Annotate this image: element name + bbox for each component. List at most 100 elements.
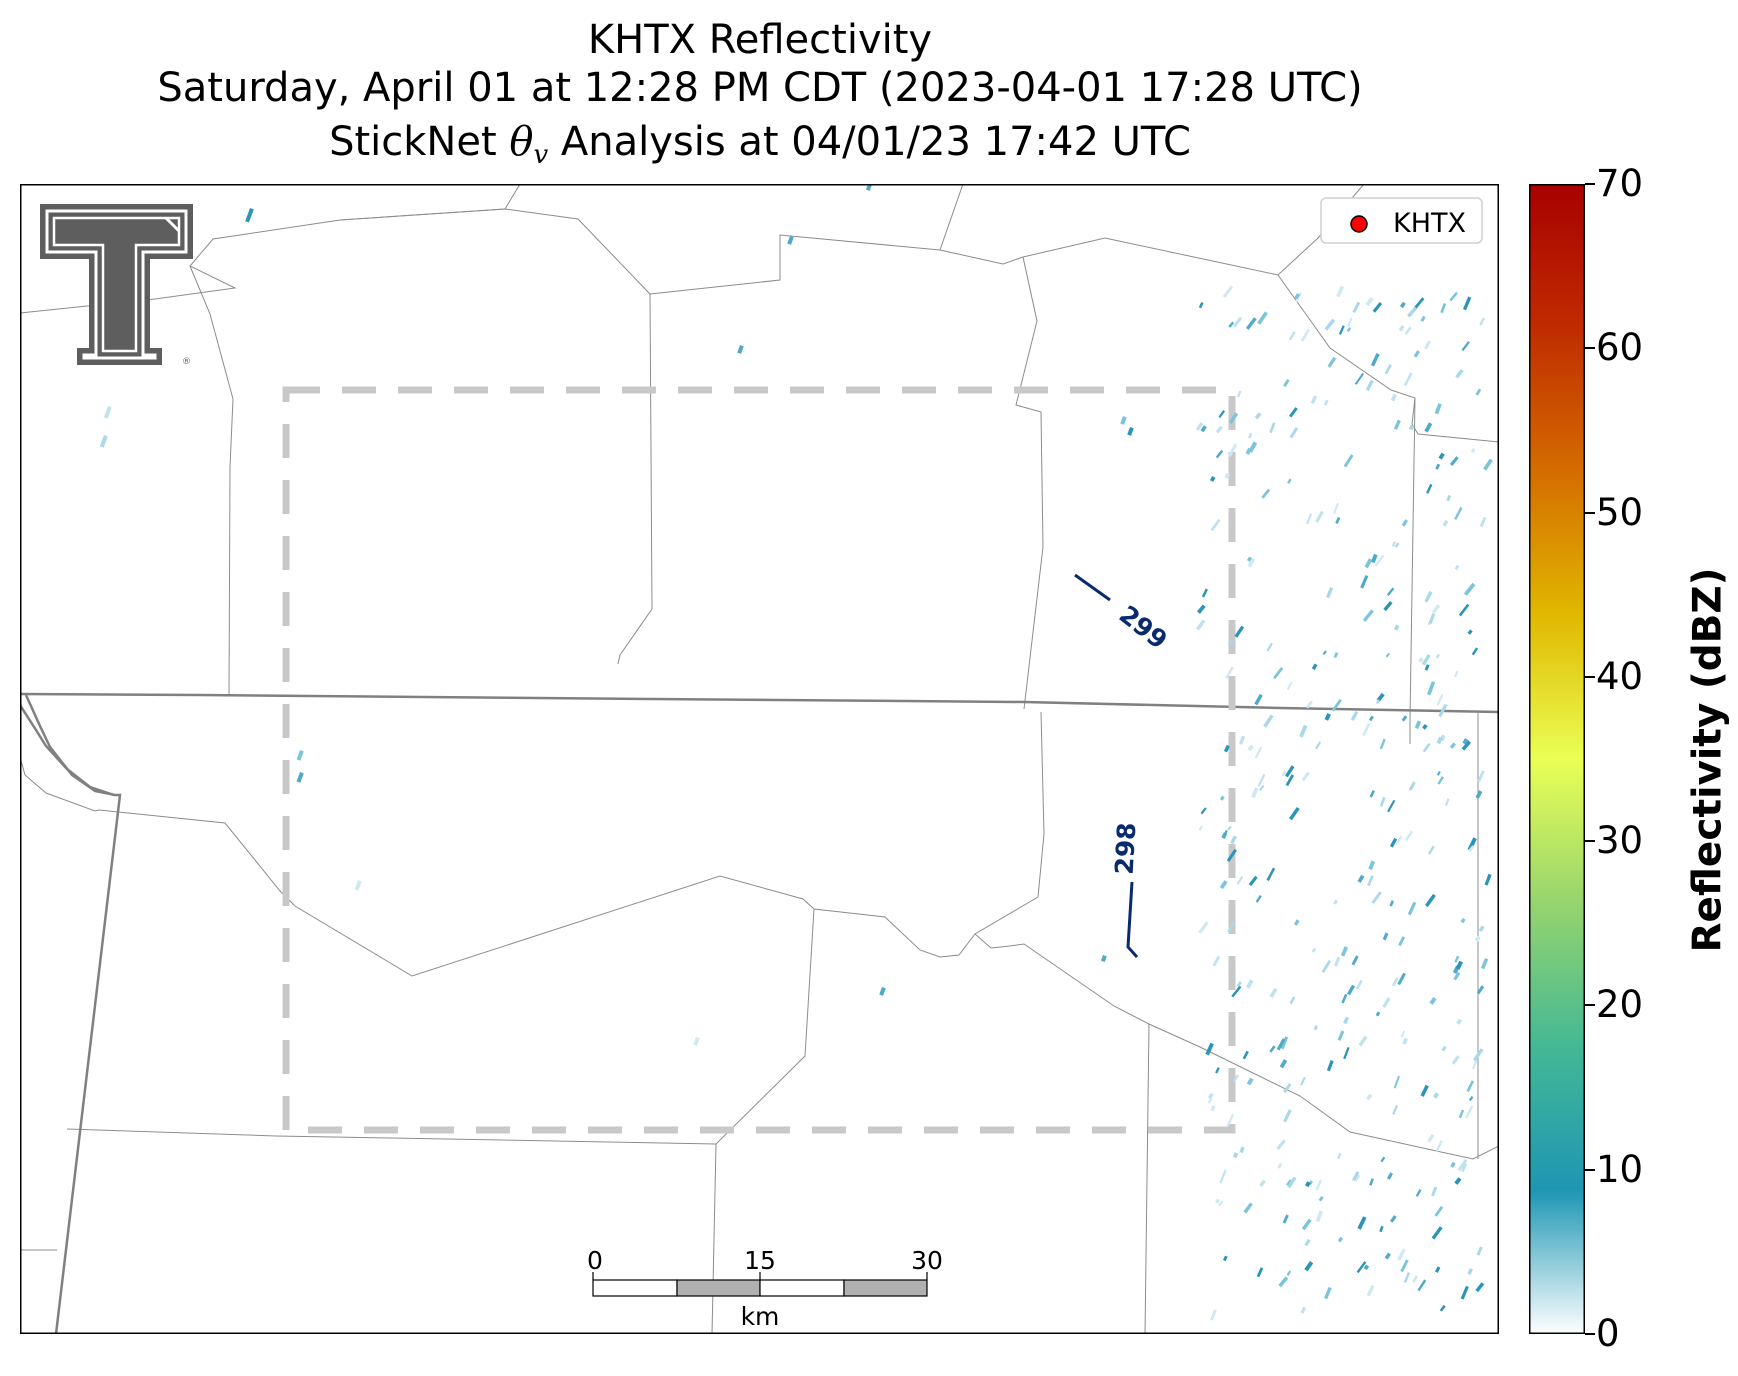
echo-pixel bbox=[1251, 787, 1259, 799]
registered-mark-icon: ® bbox=[182, 357, 191, 367]
logo-inner-stroke bbox=[45, 209, 188, 360]
echo-pixel bbox=[1351, 955, 1359, 966]
echo-pixel bbox=[1424, 422, 1433, 433]
echo-pixel bbox=[1276, 1139, 1286, 1150]
echo-pixel bbox=[1442, 519, 1449, 527]
echo-pixel bbox=[1219, 1169, 1227, 1184]
echo-pixel bbox=[1286, 1179, 1293, 1187]
echo-pixel bbox=[1379, 1225, 1384, 1233]
echo-pixel bbox=[1387, 1172, 1393, 1180]
echo-pixel bbox=[1366, 1284, 1375, 1297]
echo-pixel bbox=[1337, 1030, 1345, 1041]
echo-pixel bbox=[1323, 399, 1329, 406]
echo-pixel bbox=[1295, 292, 1302, 303]
echo-pixel bbox=[1289, 996, 1296, 1005]
echo-pixel bbox=[1326, 586, 1334, 599]
echo-pixel bbox=[1417, 1279, 1427, 1292]
echo-pixel bbox=[1460, 1285, 1469, 1300]
echo-pixel bbox=[1239, 1146, 1245, 1154]
echo-pixel bbox=[1343, 1046, 1350, 1060]
colorbar-tick-label: 20 bbox=[1596, 983, 1644, 1027]
echo-pixel bbox=[1386, 587, 1395, 596]
echo-pixel bbox=[1427, 1133, 1435, 1143]
echo-pixel bbox=[1315, 510, 1324, 523]
echo-pixel bbox=[1479, 516, 1487, 528]
echo-pixel bbox=[1321, 959, 1332, 974]
scale-segment-3 bbox=[759, 1279, 845, 1297]
echo-pixel bbox=[787, 236, 794, 245]
echo-pixel bbox=[1438, 452, 1445, 460]
map-subtitle-time: Saturday, April 01 at 12:28 PM CDT (2023… bbox=[157, 65, 1363, 111]
echo-pixel bbox=[1413, 350, 1420, 358]
echo-pixel bbox=[1461, 341, 1470, 352]
echo-pixel bbox=[1394, 542, 1400, 548]
echo-pixel bbox=[1449, 456, 1459, 466]
colorbar-tick-mark bbox=[1585, 183, 1595, 185]
echo-pixel bbox=[1407, 305, 1419, 318]
colorbar-gradient bbox=[1529, 184, 1585, 1334]
analysis-suffix: Analysis at 04/01/23 17:42 UTC bbox=[548, 119, 1191, 165]
echo-pixel bbox=[1397, 1248, 1406, 1261]
echo-pixel bbox=[1257, 311, 1268, 325]
echo-pixel bbox=[1393, 419, 1401, 430]
map-title: KHTX Reflectivity bbox=[587, 17, 933, 63]
echo-pixel bbox=[1305, 700, 1314, 709]
reflectivity-echoes bbox=[99, 184, 1493, 1321]
echo-pixel bbox=[1346, 317, 1353, 328]
echo-pixel bbox=[1215, 425, 1223, 434]
echo-pixel bbox=[1238, 735, 1246, 745]
echo-pixel bbox=[1354, 372, 1365, 385]
echo-pixel bbox=[1475, 388, 1482, 396]
echo-pixel bbox=[1343, 1016, 1350, 1025]
echo-pixel bbox=[1120, 416, 1127, 425]
echo-pixel bbox=[1259, 1179, 1266, 1188]
contour-299-line bbox=[1074, 573, 1111, 602]
echo-pixel bbox=[1371, 891, 1382, 904]
echo-pixel bbox=[1467, 629, 1473, 635]
echo-pixel bbox=[1454, 564, 1460, 571]
echo-pixel bbox=[1304, 1238, 1311, 1247]
echo-pixel bbox=[1414, 297, 1425, 309]
echo-pixel bbox=[1256, 1267, 1264, 1278]
colorbar-tick-label: 40 bbox=[1596, 654, 1644, 698]
echo-pixel bbox=[1461, 740, 1471, 751]
echo-pixel bbox=[1215, 1067, 1220, 1074]
echo-pixel bbox=[1424, 664, 1430, 671]
echo-pixel bbox=[1433, 1092, 1440, 1099]
echo-pixel bbox=[1471, 1060, 1478, 1070]
echo-pixel bbox=[1476, 985, 1485, 995]
echo-pixel bbox=[1477, 770, 1485, 782]
echo-pixel bbox=[1374, 554, 1385, 567]
echo-pixel bbox=[1429, 996, 1437, 1005]
echo-pixel bbox=[1455, 960, 1463, 970]
echo-pixel bbox=[1293, 919, 1300, 926]
echo-pixel bbox=[1368, 715, 1374, 722]
echo-pixel bbox=[1480, 958, 1489, 970]
echo-pixel bbox=[1222, 1255, 1228, 1262]
echo-pixel bbox=[1455, 369, 1464, 379]
echo-pixel bbox=[1367, 875, 1374, 887]
logo-notch bbox=[164, 216, 181, 233]
echo-pixel bbox=[1266, 642, 1273, 652]
echo-pixel bbox=[1463, 582, 1476, 596]
legend-label: KHTX bbox=[1393, 208, 1466, 239]
echo-pixel bbox=[1281, 770, 1287, 777]
echo-pixel bbox=[1400, 1259, 1409, 1273]
echo-pixel bbox=[1369, 1178, 1374, 1186]
echo-pixel bbox=[1379, 796, 1386, 807]
echo-pixel bbox=[1208, 1092, 1214, 1100]
echo-pixel bbox=[1259, 784, 1265, 792]
echo-pixel bbox=[1228, 412, 1239, 425]
map-background bbox=[20, 184, 1499, 1334]
scale-segment-1 bbox=[592, 1279, 678, 1297]
echo-pixel bbox=[1434, 1266, 1441, 1273]
echo-pixel bbox=[1454, 506, 1463, 521]
echo-pixel bbox=[1439, 1304, 1446, 1312]
echo-pixel bbox=[1370, 353, 1380, 367]
echo-pixel bbox=[1435, 463, 1441, 470]
county-boundaries bbox=[20, 184, 1499, 1334]
echo-pixel bbox=[1226, 848, 1237, 862]
echo-pixel bbox=[1300, 1076, 1306, 1086]
echo-pixel bbox=[1431, 1226, 1443, 1240]
echo-pixel bbox=[1407, 901, 1417, 916]
